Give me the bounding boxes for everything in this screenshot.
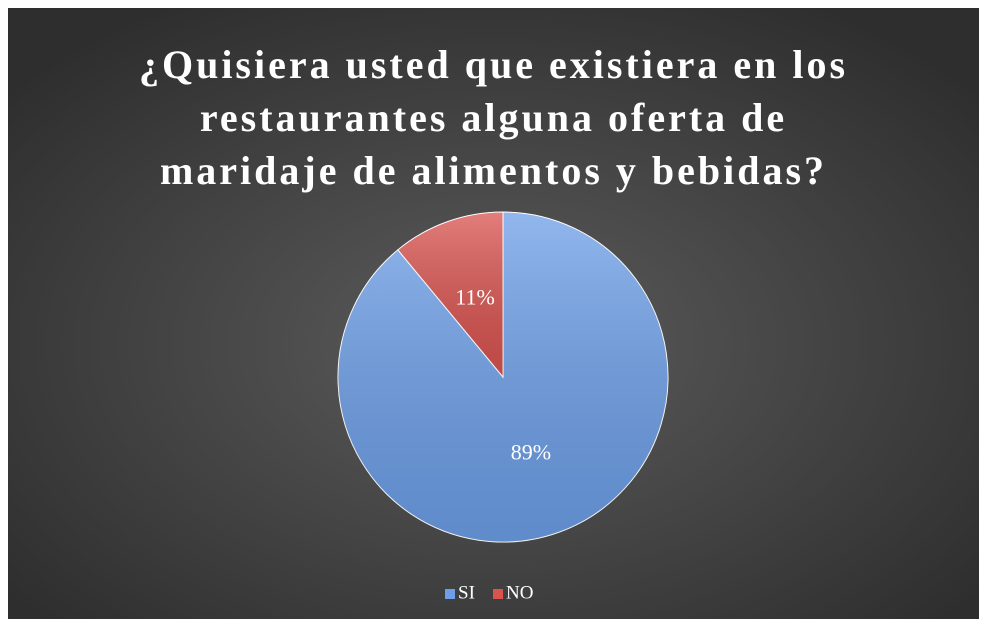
legend-marker — [445, 589, 455, 599]
pie-shine — [397, 212, 503, 377]
data-label: 89% — [511, 440, 551, 465]
data-label: 11% — [455, 284, 495, 309]
legend-marker — [493, 589, 503, 599]
chart-title: ¿Quisiera usted que existiera en los res… — [138, 42, 849, 193]
legend-label: NO — [506, 582, 533, 603]
legend-label: SI — [458, 582, 475, 603]
